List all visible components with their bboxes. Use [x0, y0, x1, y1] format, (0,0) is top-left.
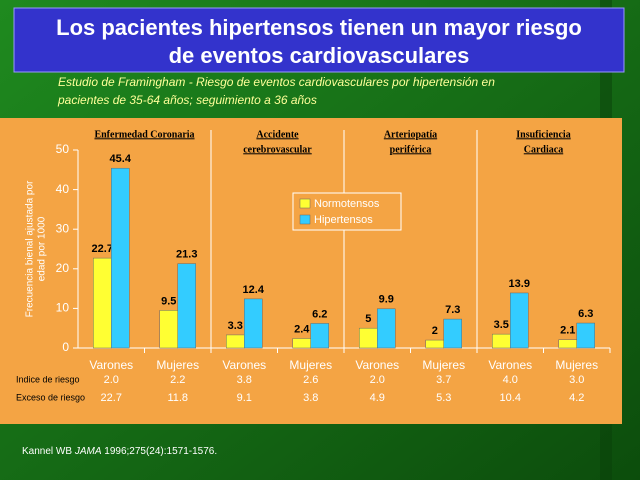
legend-box: [292, 192, 402, 231]
value-label: 9.9: [379, 294, 394, 306]
value-label: 12.4: [243, 284, 265, 296]
x-tick-label: Varones: [89, 358, 133, 372]
row-value: 4.9: [370, 392, 385, 404]
row-value: 4.0: [503, 374, 518, 386]
value-label: 6.2: [312, 308, 327, 320]
value-label: 7.3: [445, 304, 460, 316]
bar: [576, 322, 595, 349]
bar: [93, 257, 112, 349]
x-tick-label: Mujeres: [555, 358, 598, 372]
row-value: 3.0: [569, 374, 584, 386]
value-label: 13.9: [509, 278, 530, 290]
value-label: 9.5: [161, 295, 176, 307]
group-label: Arteriopatía: [384, 129, 437, 140]
row-value: 5.3: [436, 392, 451, 404]
group-label: Insuficiencia: [516, 129, 570, 140]
row-value: 3.8: [303, 392, 318, 404]
row-label: Exceso de riesgo: [16, 392, 85, 402]
bar: [558, 339, 577, 349]
group-label: Cardiaca: [524, 144, 563, 155]
subtitle: pacientes de 35-64 años; seguimiento a 3…: [57, 93, 317, 107]
value-label: 5: [365, 313, 371, 325]
bar: [310, 323, 329, 349]
row-value: 11.8: [167, 392, 188, 404]
bar: [359, 327, 378, 349]
bar: [492, 333, 511, 349]
group-label: cerebrovascular: [243, 144, 312, 155]
row-label: Indice de riesgo: [16, 374, 80, 384]
row-value: 10.4: [500, 392, 521, 404]
bar: [177, 263, 196, 349]
row-value: 2.6: [303, 374, 318, 386]
row-value: 4.2: [569, 392, 584, 404]
y-tick-label: 40: [56, 182, 70, 196]
title-box: [13, 7, 625, 73]
x-tick-label: Varones: [355, 358, 399, 372]
value-label: 2.1: [560, 325, 575, 337]
legend-label: Hipertensos: [314, 214, 373, 226]
bar: [443, 318, 462, 349]
value-label: 22.7: [92, 243, 113, 255]
title: Los pacientes hipertensos tienen un mayo…: [56, 15, 582, 40]
y-tick-label: 0: [62, 340, 69, 354]
row-value: 3.8: [237, 374, 252, 386]
row-value: 2.0: [104, 374, 119, 386]
x-tick-label: Mujeres: [156, 358, 199, 372]
bar: [425, 339, 444, 349]
bar: [244, 298, 263, 349]
x-tick-label: Varones: [488, 358, 532, 372]
bar: [111, 167, 130, 349]
y-tick-label: 30: [56, 221, 70, 235]
group-label: Enfermedad Coronaria: [94, 129, 194, 140]
bar: [292, 338, 311, 349]
y-tick-label: 10: [56, 301, 70, 315]
value-label: 3.5: [494, 319, 509, 331]
x-tick-label: Mujeres: [289, 358, 332, 372]
value-label: 6.3: [578, 308, 593, 320]
legend-swatch: [299, 198, 311, 209]
value-label: 2: [432, 325, 438, 337]
value-label: 45.4: [110, 153, 132, 165]
y-tick-label: 50: [56, 142, 70, 156]
x-tick-label: Mujeres: [422, 358, 465, 372]
bar: [159, 310, 178, 349]
subtitle: Estudio de Framingham - Riesgo de evento…: [58, 75, 495, 89]
legend-label: Normotensos: [314, 198, 380, 210]
row-value: 9.1: [237, 392, 252, 404]
source: Kannel WB JAMA 1996;275(24):1571-1576.: [22, 446, 217, 457]
row-value: 2.2: [170, 374, 185, 386]
title: de eventos cardiovasculares: [169, 43, 470, 68]
y-axis-label: edad por 1000: [37, 216, 48, 281]
row-value: 22.7: [101, 392, 122, 404]
row-value: 3.7: [436, 374, 451, 386]
bar: [226, 334, 245, 349]
row-value: 2.0: [370, 374, 385, 386]
y-axis-label: Frecuencia bienal ajustada por: [25, 180, 36, 317]
y-tick-label: 20: [56, 261, 70, 275]
value-label: 2.4: [294, 323, 310, 335]
value-label: 3.3: [228, 320, 243, 332]
value-label: 21.3: [176, 249, 197, 261]
bar: [377, 308, 396, 349]
group-label: periférica: [390, 144, 432, 155]
bar: [510, 292, 529, 349]
legend-swatch: [299, 214, 311, 225]
group-label: Accidente: [256, 129, 299, 140]
x-tick-label: Varones: [222, 358, 266, 372]
